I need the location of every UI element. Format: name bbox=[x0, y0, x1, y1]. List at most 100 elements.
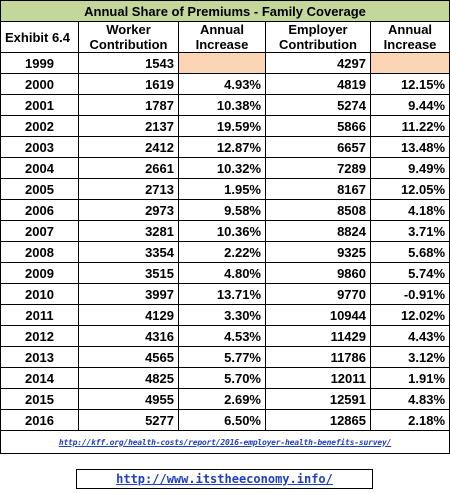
value-cell: 3.71% bbox=[369, 220, 450, 242]
value-cell: 1.91% bbox=[369, 367, 450, 389]
value-cell: 9.58% bbox=[178, 199, 266, 221]
value-cell: 12.02% bbox=[369, 304, 450, 326]
value-cell: 3997 bbox=[78, 283, 179, 305]
value-cell: 13.71% bbox=[178, 283, 266, 305]
value-cell: 4565 bbox=[78, 346, 179, 368]
year-cell: 2007 bbox=[0, 220, 79, 242]
value-cell: 4819 bbox=[265, 73, 371, 95]
value-cell: 4.80% bbox=[178, 262, 266, 284]
value-cell: 1.95% bbox=[178, 178, 266, 200]
value-cell: 9.49% bbox=[369, 157, 450, 179]
value-cell: 13.48% bbox=[369, 136, 450, 158]
data-row: 2014 4825 5.70% 12011 1.91% bbox=[0, 367, 450, 389]
value-cell: 4825 bbox=[78, 367, 179, 389]
value-cell: 9325 bbox=[265, 241, 371, 263]
source-row: http://kff.org/health-costs/report/2016-… bbox=[0, 430, 450, 454]
value-cell: 2973 bbox=[78, 199, 179, 221]
value-cell: 4.43% bbox=[369, 325, 450, 347]
header-row: Exhibit 6.4 Worker Contribution Annual Inc… bbox=[0, 21, 450, 53]
year-cell: 2015 bbox=[0, 388, 79, 410]
value-cell: 12.87% bbox=[178, 136, 266, 158]
site-link[interactable]: http://www.itstheeconomy.info/ bbox=[76, 469, 373, 489]
data-row: 2004 2661 10.32% 7289 9.49% bbox=[0, 157, 450, 179]
value-cell: 4.83% bbox=[369, 388, 450, 410]
column-header: Worker Contribution bbox=[78, 21, 179, 53]
value-cell: 5274 bbox=[265, 94, 371, 116]
data-row: 2003 2412 12.87% 6657 13.48% bbox=[0, 136, 450, 158]
year-cell: 2009 bbox=[0, 262, 79, 284]
value-cell: 12.15% bbox=[369, 73, 450, 95]
value-cell: 5277 bbox=[78, 409, 179, 431]
year-cell: 2003 bbox=[0, 136, 79, 158]
year-cell: 2002 bbox=[0, 115, 79, 137]
value-cell: 4.93% bbox=[178, 73, 266, 95]
value-cell: 12011 bbox=[265, 367, 371, 389]
value-cell: 4.18% bbox=[369, 199, 450, 221]
title-row: Annual Share of Premiums - Family Covera… bbox=[0, 0, 450, 22]
year-cell: 2000 bbox=[0, 73, 79, 95]
empty-cell bbox=[369, 52, 450, 74]
value-cell: 4955 bbox=[78, 388, 179, 410]
value-cell: 2.22% bbox=[178, 241, 266, 263]
year-cell: 2006 bbox=[0, 199, 79, 221]
value-cell: 12865 bbox=[265, 409, 371, 431]
data-row: 2012 4316 4.53% 11429 4.43% bbox=[0, 325, 450, 347]
data-row: 2005 2713 1.95% 8167 12.05% bbox=[0, 178, 450, 200]
source-cell: http://kff.org/health-costs/report/2016-… bbox=[0, 430, 450, 454]
value-cell: 8508 bbox=[265, 199, 371, 221]
year-cell: 1999 bbox=[0, 52, 79, 74]
column-header: Annual Increase bbox=[178, 21, 266, 53]
value-cell: 3.12% bbox=[369, 346, 450, 368]
value-cell: 2.18% bbox=[369, 409, 450, 431]
value-cell: 2661 bbox=[78, 157, 179, 179]
table-title: Annual Share of Premiums - Family Covera… bbox=[0, 0, 450, 22]
value-cell: 5.70% bbox=[178, 367, 266, 389]
data-row: 2006 2973 9.58% 8508 4.18% bbox=[0, 199, 450, 221]
data-row: 2000 1619 4.93% 4819 12.15% bbox=[0, 73, 450, 95]
value-cell: 1543 bbox=[78, 52, 179, 74]
value-cell: 1787 bbox=[78, 94, 179, 116]
value-cell: 4.53% bbox=[178, 325, 266, 347]
value-cell: 3354 bbox=[78, 241, 179, 263]
value-cell: 5.68% bbox=[369, 241, 450, 263]
value-cell: 3.30% bbox=[178, 304, 266, 326]
year-cell: 2012 bbox=[0, 325, 79, 347]
data-row: 2013 4565 5.77% 11786 3.12% bbox=[0, 346, 450, 368]
value-cell: 4316 bbox=[78, 325, 179, 347]
value-cell: 5.77% bbox=[178, 346, 266, 368]
value-cell: 8167 bbox=[265, 178, 371, 200]
value-cell: 2412 bbox=[78, 136, 179, 158]
year-cell: 2001 bbox=[0, 94, 79, 116]
value-cell: 2713 bbox=[78, 178, 179, 200]
data-row: 2010 3997 13.71% 9770 -0.91% bbox=[0, 283, 450, 305]
value-cell: 3515 bbox=[78, 262, 179, 284]
value-cell: 9.44% bbox=[369, 94, 450, 116]
empty-cell bbox=[178, 52, 266, 74]
table-body: Annual Share of Premiums - Family Covera… bbox=[0, 0, 450, 454]
data-row: 2011 4129 3.30% 10944 12.02% bbox=[0, 304, 450, 326]
data-row: 2002 2137 19.59% 5866 11.22% bbox=[0, 115, 450, 137]
data-row: 2009 3515 4.80% 9860 5.74% bbox=[0, 262, 450, 284]
year-cell: 2013 bbox=[0, 346, 79, 368]
value-cell: 6.50% bbox=[178, 409, 266, 431]
value-cell: 8824 bbox=[265, 220, 371, 242]
value-cell: 2.69% bbox=[178, 388, 266, 410]
value-cell: 10.32% bbox=[178, 157, 266, 179]
value-cell: 4129 bbox=[78, 304, 179, 326]
value-cell: 11786 bbox=[265, 346, 371, 368]
value-cell: 1619 bbox=[78, 73, 179, 95]
data-row: 2008 3354 2.22% 9325 5.68% bbox=[0, 241, 450, 263]
column-header: Employer Contribution bbox=[265, 21, 371, 53]
source-link[interactable]: http://kff.org/health-costs/report/2016-… bbox=[58, 437, 392, 447]
column-header: Exhibit 6.4 bbox=[0, 21, 79, 53]
value-cell: 9860 bbox=[265, 262, 371, 284]
year-cell: 2008 bbox=[0, 241, 79, 263]
value-cell: 10944 bbox=[265, 304, 371, 326]
value-cell: 5.74% bbox=[369, 262, 450, 284]
value-cell: 11429 bbox=[265, 325, 371, 347]
value-cell: 19.59% bbox=[178, 115, 266, 137]
value-cell: 10.36% bbox=[178, 220, 266, 242]
value-cell: 10.38% bbox=[178, 94, 266, 116]
year-cell: 2011 bbox=[0, 304, 79, 326]
